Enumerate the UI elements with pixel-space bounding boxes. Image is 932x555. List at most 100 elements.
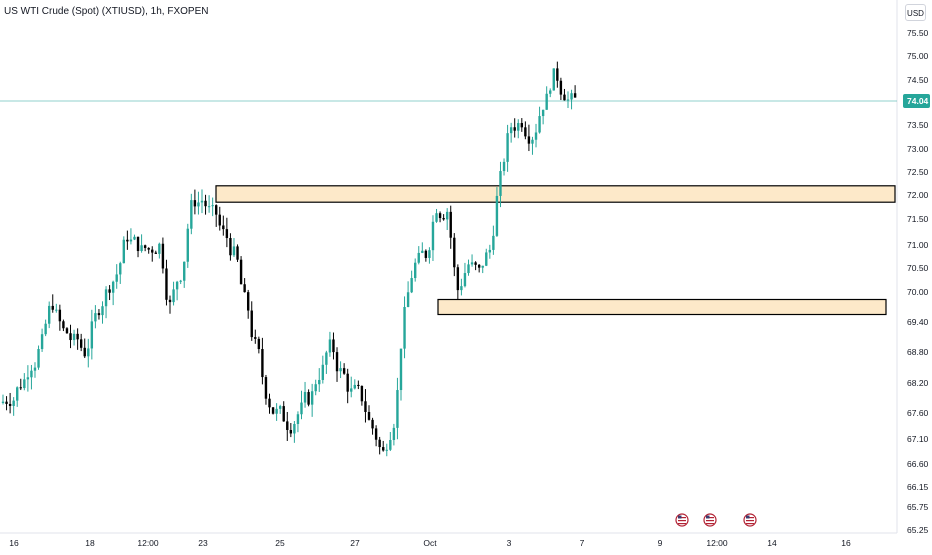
- candle-body: [47, 305, 51, 324]
- candle-body: [119, 263, 122, 275]
- candles-layer: [1, 61, 577, 457]
- candle-body: [485, 252, 488, 266]
- candle-body: [534, 132, 538, 140]
- price-tick-label: 75.50: [907, 28, 929, 38]
- us-flag-icon[interactable]: [743, 513, 757, 527]
- time-tick-label: 7: [580, 538, 585, 548]
- candle-body: [186, 228, 189, 262]
- time-tick-label: 14: [767, 538, 777, 548]
- candle-body: [261, 349, 264, 378]
- candle-body: [115, 274, 118, 282]
- candle-body: [428, 250, 431, 258]
- candle-body: [215, 205, 218, 215]
- candle-body: [310, 391, 314, 405]
- price-tick-label: 71.50: [907, 214, 929, 224]
- candle-body: [246, 292, 250, 311]
- candle-body: [286, 421, 289, 430]
- candle-body: [232, 246, 236, 256]
- candle-body: [229, 238, 232, 256]
- time-tick-label: 12:00: [706, 538, 728, 548]
- candle-body: [517, 123, 520, 131]
- time-tick-label: Oct: [423, 538, 437, 548]
- price-tick-label: 72.00: [907, 190, 929, 200]
- candle-body: [33, 367, 37, 371]
- candle-body: [307, 392, 310, 405]
- candle-body: [58, 309, 62, 322]
- candle-body: [76, 333, 79, 340]
- candle-body: [278, 406, 282, 409]
- candle-body: [37, 349, 40, 368]
- price-tick-label: 67.10: [907, 434, 929, 444]
- candle-body: [264, 377, 268, 399]
- candle-body: [90, 321, 94, 349]
- price-tick-label: 67.60: [907, 408, 929, 418]
- candle-body: [197, 202, 200, 207]
- price-tick-label: 70.50: [907, 263, 929, 273]
- candle-body: [477, 264, 481, 268]
- candle-body: [136, 236, 140, 252]
- us-flag-icon[interactable]: [703, 513, 717, 527]
- candle-body: [8, 403, 12, 406]
- candle-body: [502, 161, 506, 172]
- candle-body: [129, 239, 133, 242]
- candle-body: [531, 139, 534, 144]
- candle-body: [158, 243, 161, 254]
- candle-body: [573, 93, 577, 98]
- candle-body: [168, 299, 172, 303]
- candle-body: [453, 237, 456, 268]
- candle-body: [40, 334, 44, 350]
- currency-button[interactable]: USD: [905, 4, 926, 21]
- candle-body: [111, 281, 115, 293]
- candle-body: [545, 93, 548, 110]
- candle-body: [51, 305, 54, 310]
- candle-body: [147, 247, 150, 250]
- price-tick-label: 66.15: [907, 482, 929, 492]
- candle-body: [353, 384, 356, 389]
- time-tick-label: 18: [85, 538, 95, 548]
- us-flag-icon[interactable]: [675, 513, 689, 527]
- candle-body: [143, 245, 147, 248]
- candle-body: [332, 339, 335, 353]
- candle-body: [495, 195, 499, 236]
- price-tick-label: 68.80: [907, 347, 929, 357]
- candle-body: [549, 90, 552, 94]
- zones-layer: [215, 185, 896, 316]
- candle-body: [175, 281, 179, 290]
- candle-body: [335, 352, 339, 372]
- candle-body: [371, 419, 374, 429]
- candle-body: [342, 368, 346, 374]
- candle-body: [122, 239, 126, 264]
- candle-body: [364, 401, 367, 412]
- price-tick-label: 73.00: [907, 144, 929, 154]
- candle-body: [271, 407, 275, 414]
- candle-body: [275, 408, 278, 414]
- candle-body: [239, 259, 243, 285]
- candle-body: [254, 337, 257, 339]
- candle-body: [463, 273, 467, 287]
- time-tick-label: 16: [841, 538, 851, 548]
- candle-body: [154, 252, 157, 254]
- time-axis[interactable]: 16 18 12:00 23 25 27 Oct 3 7 9 12:00 14 16: [9, 538, 851, 548]
- supply-demand-zone[interactable]: [437, 298, 887, 316]
- candle-body: [346, 373, 349, 392]
- candle-body: [314, 384, 317, 392]
- price-tick-label: 66.60: [907, 459, 929, 469]
- candle-body: [303, 392, 307, 403]
- candle-body: [556, 68, 559, 81]
- candle-body: [293, 424, 296, 434]
- candle-body: [26, 377, 30, 380]
- supply-demand-zone[interactable]: [215, 185, 896, 203]
- candle-body: [456, 267, 460, 291]
- candle-body: [378, 439, 381, 448]
- time-tick-label: 23: [198, 538, 208, 548]
- price-axis[interactable]: 75.50 75.00 74.50 74.04 73.50 73.00 72.50 72.00…: [903, 28, 930, 535]
- candle-body: [72, 333, 76, 341]
- events-layer: [675, 513, 757, 527]
- candle-body: [421, 250, 424, 253]
- candle-body: [520, 123, 524, 128]
- candle-body: [296, 414, 300, 425]
- candle-body: [552, 68, 555, 91]
- candle-body: [481, 265, 484, 268]
